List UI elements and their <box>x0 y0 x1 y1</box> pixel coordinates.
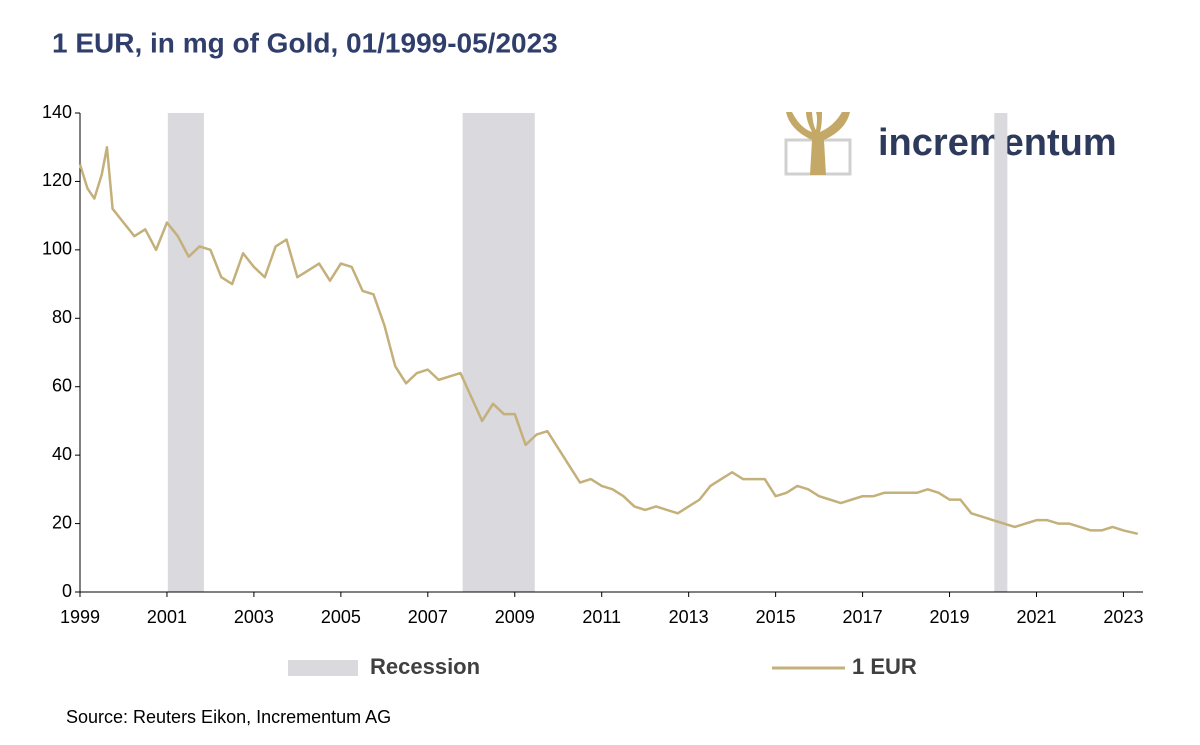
recession-band <box>167 113 204 592</box>
y-tick-label: 80 <box>52 307 72 327</box>
legend-swatch <box>288 660 358 676</box>
y-tick-label: 20 <box>52 512 72 532</box>
y-tick-label: 120 <box>42 170 72 190</box>
data-line <box>78 145 1139 536</box>
logo-icon <box>784 112 852 176</box>
recession-band <box>994 113 1008 592</box>
legend-label: Recession <box>370 654 480 679</box>
recession-band <box>462 113 535 592</box>
x-tick-label: 2019 <box>930 607 970 627</box>
x-tick-label: 2003 <box>234 607 274 627</box>
x-tick-label: 2009 <box>495 607 535 627</box>
x-tick-label: 2001 <box>147 607 187 627</box>
y-tick-label: 140 <box>42 102 72 122</box>
x-tick-label: 1999 <box>60 607 100 627</box>
y-tick-label: 100 <box>42 239 72 259</box>
y-tick-label: 60 <box>52 375 72 395</box>
x-tick-label: 2011 <box>582 607 621 627</box>
chart-title: 1 EUR, in mg of Gold, 01/1999-05/2023 <box>52 27 558 58</box>
x-tick-label: 2021 <box>1016 607 1056 627</box>
x-tick-label: 2015 <box>756 607 796 627</box>
y-tick-label: 0 <box>62 581 72 601</box>
legend-label: 1 EUR <box>852 654 917 679</box>
x-tick-label: 2017 <box>843 607 883 627</box>
y-tick-label: 40 <box>52 444 72 464</box>
source: Source: Reuters Eikon, Incrementum AG <box>66 707 391 727</box>
x-tick-label: 2005 <box>321 607 361 627</box>
x-tick-label: 2013 <box>669 607 709 627</box>
x-tick-label: 2007 <box>408 607 448 627</box>
x-tick-label: 2023 <box>1103 607 1143 627</box>
